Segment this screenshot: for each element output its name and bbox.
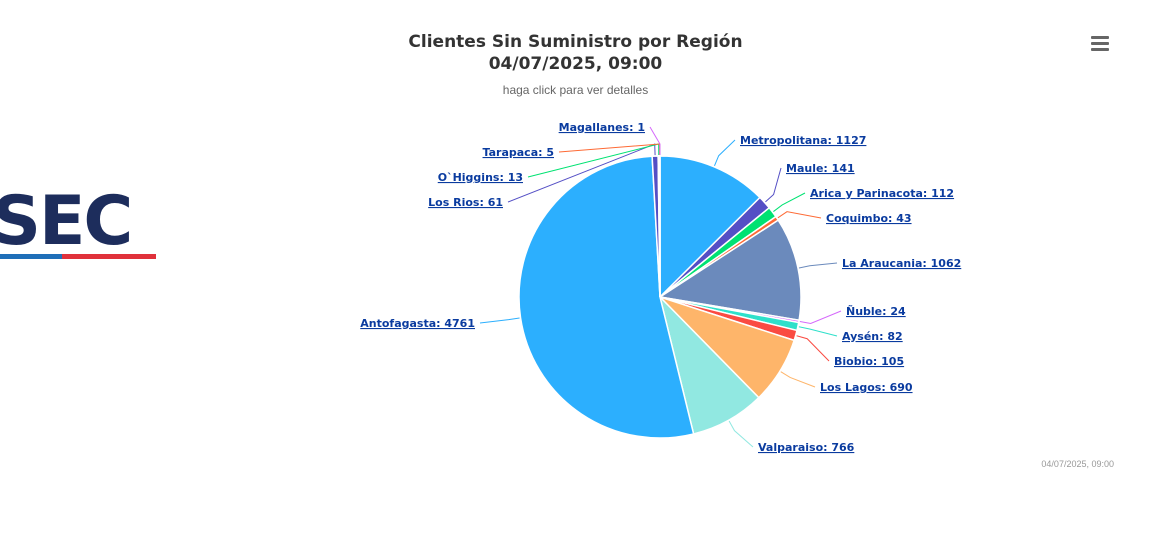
connector-biobio: [796, 335, 830, 362]
data-label-tarapaca[interactable]: Tarapaca: 5: [483, 146, 554, 159]
hamburger-menu-icon[interactable]: [1088, 33, 1112, 55]
pie-slice-antofagasta[interactable]: [518, 155, 695, 439]
connector-los-lagos: [780, 371, 816, 388]
data-label-magallanes[interactable]: Magallanes: 1: [559, 121, 645, 134]
chart-title-line1: Clientes Sin Suministro por Región: [408, 32, 743, 52]
data-label-o-higgins[interactable]: O`Higgins: 13: [438, 171, 523, 184]
connector-maule: [765, 167, 782, 203]
chart-title: Clientes Sin Suministro por Región 04/07…: [0, 31, 1151, 75]
data-label-biobio[interactable]: Biobio: 105: [834, 355, 904, 368]
connector-ayse-n: [798, 326, 838, 337]
data-label-ayse-n[interactable]: Aysén: 82: [842, 330, 903, 343]
connector-magallanes: [649, 126, 661, 156]
pie-slice-metropolitana[interactable]: [659, 155, 761, 299]
data-label-arica-y-parinacota[interactable]: Arica y Parinacota: 112: [810, 187, 954, 200]
connector-arica-y-parinacota: [773, 192, 806, 212]
data-label-valparaiso[interactable]: Valparaiso: 766: [758, 441, 855, 454]
data-label-los-lagos[interactable]: Los Lagos: 690: [820, 381, 913, 394]
data-label-los-rios[interactable]: Los Rios: 61: [428, 196, 503, 209]
data-label-antofagasta[interactable]: Antofagasta: 4761: [360, 317, 475, 330]
data-label-maule[interactable]: Maule: 141: [786, 162, 855, 175]
connector-metropolitana: [714, 139, 736, 167]
connector-tarapaca: [558, 143, 661, 156]
data-label-n-uble[interactable]: Ñuble: 24: [846, 305, 906, 318]
connector-coquimbo: [777, 211, 822, 219]
connector-antofagasta: [479, 317, 520, 324]
data-label-la-araucania[interactable]: La Araucania: 1062: [842, 257, 961, 270]
chart-timestamp: 04/07/2025, 09:00: [1041, 459, 1114, 469]
svg-text:SEC: SEC: [0, 186, 131, 261]
pie-slice-la-araucania[interactable]: [657, 219, 802, 322]
sec-logo: SEC: [0, 186, 156, 261]
connector-la-araucania: [798, 262, 838, 269]
data-label-metropolitana[interactable]: Metropolitana: 1127: [740, 134, 866, 147]
connector-valparaiso: [728, 420, 754, 448]
connector-n-uble: [799, 310, 842, 324]
data-label-coquimbo[interactable]: Coquimbo: 43: [826, 212, 912, 225]
chart-title-line2: 04/07/2025, 09:00: [488, 54, 663, 74]
chart-subtitle: haga click para ver detalles: [502, 83, 649, 97]
